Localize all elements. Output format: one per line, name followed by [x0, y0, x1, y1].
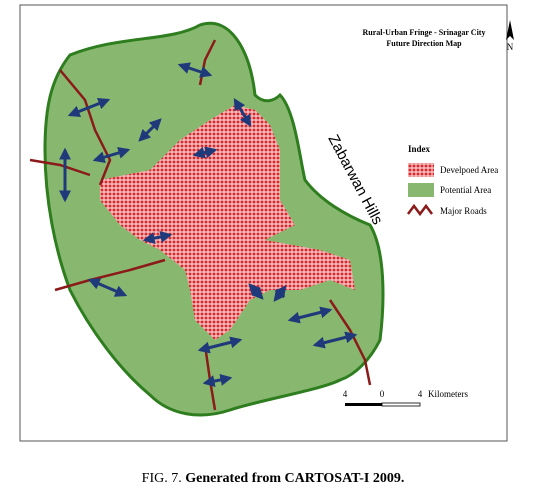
- north-label: N: [507, 42, 514, 52]
- map-subtitle: Future Direction Map: [386, 39, 462, 48]
- legend-label: Potential Area: [440, 185, 491, 195]
- developed-area: [100, 105, 355, 340]
- legend-label: Major Roads: [440, 206, 487, 216]
- map-title: Rural-Urban Fringe - Srinagar City: [363, 28, 486, 37]
- direction-arrows: [59, 62, 358, 388]
- scale-tick: 0: [380, 389, 385, 399]
- caption-text: Generated from CARTOSAT-I 2009.: [185, 471, 404, 486]
- scale-tick: 4: [343, 389, 348, 399]
- major-roads: [29, 39, 372, 411]
- scale-tick: 4: [418, 389, 423, 399]
- legend-title: Index: [408, 144, 431, 154]
- scale-bar: 4 0 4 Kilometers: [343, 389, 468, 407]
- legend-swatch: [408, 183, 434, 197]
- legend: Index Develpoed Area Potential Area Majo…: [407, 144, 498, 217]
- legend-swatch: [407, 203, 433, 217]
- legend-swatch: [408, 163, 434, 177]
- legend-label: Develpoed Area: [440, 165, 498, 175]
- scale-unit: Kilometers: [428, 389, 468, 399]
- north-arrow: N: [506, 20, 514, 52]
- caption: FIG. 7. Generated from CARTOSAT-I 2009.: [142, 471, 405, 486]
- caption-fig: FIG. 7.: [142, 471, 182, 486]
